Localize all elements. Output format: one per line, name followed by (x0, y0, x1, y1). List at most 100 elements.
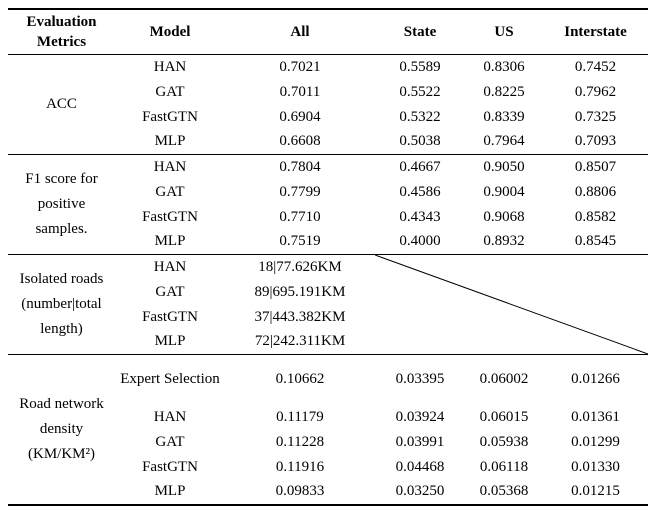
value-cell: 0.7964 (483, 133, 525, 150)
value-cell: 0.9068 (483, 208, 525, 225)
value-cell: 0.7799 (279, 183, 321, 200)
value-cell: 0.7452 (543, 54, 648, 80)
value-cell: 0.03924 (395, 408, 445, 425)
value-cell: 0.5522 (399, 83, 441, 100)
value-cell: 0.8582 (574, 208, 617, 225)
value-cell: 0.8545 (574, 233, 617, 250)
value-cell: 0.03991 (395, 433, 445, 450)
model-cell: GAT (155, 83, 185, 100)
value-cell: 0.06002 (465, 354, 543, 405)
value-cell: 0.7962 (574, 83, 617, 100)
model-cell: HAN (115, 54, 225, 80)
model-cell: MLP (154, 333, 186, 350)
metric-cell-acc: ACC (8, 54, 115, 155)
value-cell: 0.7519 (279, 233, 321, 250)
value-cell: 0.10662 (225, 354, 375, 405)
value-cell: 0.06118 (479, 458, 529, 475)
header-interstate: Interstate (543, 9, 648, 55)
value-cell: 0.7804 (225, 154, 375, 180)
value-cell: 37|443.382KM (254, 308, 346, 325)
table-row: Road network density (KM/KM²) Expert Sel… (8, 354, 648, 505)
evaluation-metrics-table: Evaluation Metrics Model All State US In… (8, 8, 648, 506)
value-cell: 0.01361 (571, 408, 620, 425)
table-row: MLP 0.6608 0.5038 0.7964 0.7093 (8, 130, 648, 155)
value-cell: 0.11916 (275, 458, 325, 475)
header-model: Model (115, 9, 225, 55)
value-cell: 0.8932 (483, 233, 525, 250)
header-row: Evaluation Metrics Model All State US In… (8, 9, 648, 55)
value-cell: 0.05368 (479, 483, 529, 499)
model-cell: GAT (155, 283, 185, 300)
value-cell: 0.5589 (375, 54, 465, 80)
model-cell: GAT (155, 433, 185, 450)
table-row: F1 score for positive samples. HAN 0.780… (8, 154, 648, 255)
value-cell: 0.03395 (375, 354, 465, 405)
value-cell: 0.7011 (279, 83, 321, 100)
value-cell: 0.6904 (279, 108, 321, 125)
table-row: GAT 0.7799 0.4586 0.9004 0.8806 (8, 180, 648, 205)
model-cell: MLP (154, 233, 186, 250)
value-cell: 0.06015 (479, 408, 529, 425)
value-cell: 0.9004 (483, 183, 525, 200)
value-cell: 0.8339 (483, 108, 525, 125)
value-cell: 0.4667 (375, 154, 465, 180)
table-row: ACC HAN 0.7021 0.5589 0.8306 0.7452 (8, 54, 648, 155)
table-row: FastGTN 0.7710 0.4343 0.9068 0.8582 (8, 205, 648, 230)
value-cell: 0.04468 (395, 458, 445, 475)
model-cell: FastGTN (142, 308, 198, 325)
table-row: GAT 89|695.191KM (8, 280, 648, 305)
model-cell: MLP (154, 133, 186, 150)
model-cell: FastGTN (142, 208, 198, 225)
header-evaluation-metrics: Evaluation Metrics (8, 9, 115, 55)
header-state: State (375, 9, 465, 55)
model-cell: FastGTN (142, 458, 198, 475)
value-cell: 0.4000 (399, 233, 441, 250)
model-cell: HAN (115, 154, 225, 180)
metric-cell-f1: F1 score for positive samples. (8, 154, 115, 255)
value-cell: 0.7710 (279, 208, 321, 225)
value-cell: 0.5322 (399, 108, 441, 125)
table-row: FastGTN 0.6904 0.5322 0.8339 0.7325 (8, 105, 648, 130)
value-cell: 0.6608 (279, 133, 321, 150)
value-cell: 0.8507 (543, 154, 648, 180)
value-cell: 89|695.191KM (254, 283, 346, 300)
value-cell: 0.11179 (276, 408, 324, 425)
metric-cell-road-density: Road network density (KM/KM²) (8, 354, 115, 505)
value-cell: 0.05938 (479, 433, 529, 450)
value-cell: 0.5038 (399, 133, 441, 150)
value-cell: 0.4586 (399, 183, 441, 200)
value-cell: 0.01215 (571, 483, 620, 499)
no-data-diagonal-line (375, 255, 648, 354)
model-cell: HAN (153, 408, 187, 425)
value-cell: 0.9050 (465, 154, 543, 180)
table-row: GAT 0.7011 0.5522 0.8225 0.7962 (8, 80, 648, 105)
table-row: MLP 0.09833 0.03250 0.05368 0.01215 (8, 480, 648, 505)
model-cell: FastGTN (142, 108, 198, 125)
model-cell: MLP (154, 483, 186, 499)
value-cell: 0.7093 (574, 133, 617, 150)
table-row: FastGTN 0.11916 0.04468 0.06118 0.01330 (8, 455, 648, 480)
value-cell: 0.4343 (399, 208, 441, 225)
metric-cell-isolated-roads: Isolated roads (number|total length) (8, 254, 115, 355)
table-row: MLP 0.7519 0.4000 0.8932 0.8545 (8, 230, 648, 255)
value-cell: 0.8306 (465, 54, 543, 80)
value-cell: 0.8225 (483, 83, 525, 100)
table-row: MLP 72|242.311KM (8, 330, 648, 355)
model-cell: HAN (115, 254, 225, 280)
value-cell: 18|77.626KM (225, 254, 375, 280)
value-cell: 0.09833 (275, 483, 325, 499)
table-row: GAT 0.11228 0.03991 0.05938 0.01299 (8, 430, 648, 455)
value-cell: 0.01330 (571, 458, 620, 475)
value-cell: 0.8806 (574, 183, 617, 200)
no-data-cell (375, 254, 648, 355)
value-cell: 0.11228 (275, 433, 325, 450)
value-cell: 72|242.311KM (254, 333, 346, 350)
table-row: FastGTN 37|443.382KM (8, 305, 648, 330)
value-cell: 0.7325 (574, 108, 617, 125)
header-us: US (465, 9, 543, 55)
value-cell: 0.01299 (571, 433, 620, 450)
table-row: Isolated roads (number|total length) HAN… (8, 254, 648, 355)
table-row: HAN 0.11179 0.03924 0.06015 0.01361 (8, 405, 648, 430)
value-cell: 0.01266 (543, 354, 648, 405)
value-cell: 0.7021 (225, 54, 375, 80)
